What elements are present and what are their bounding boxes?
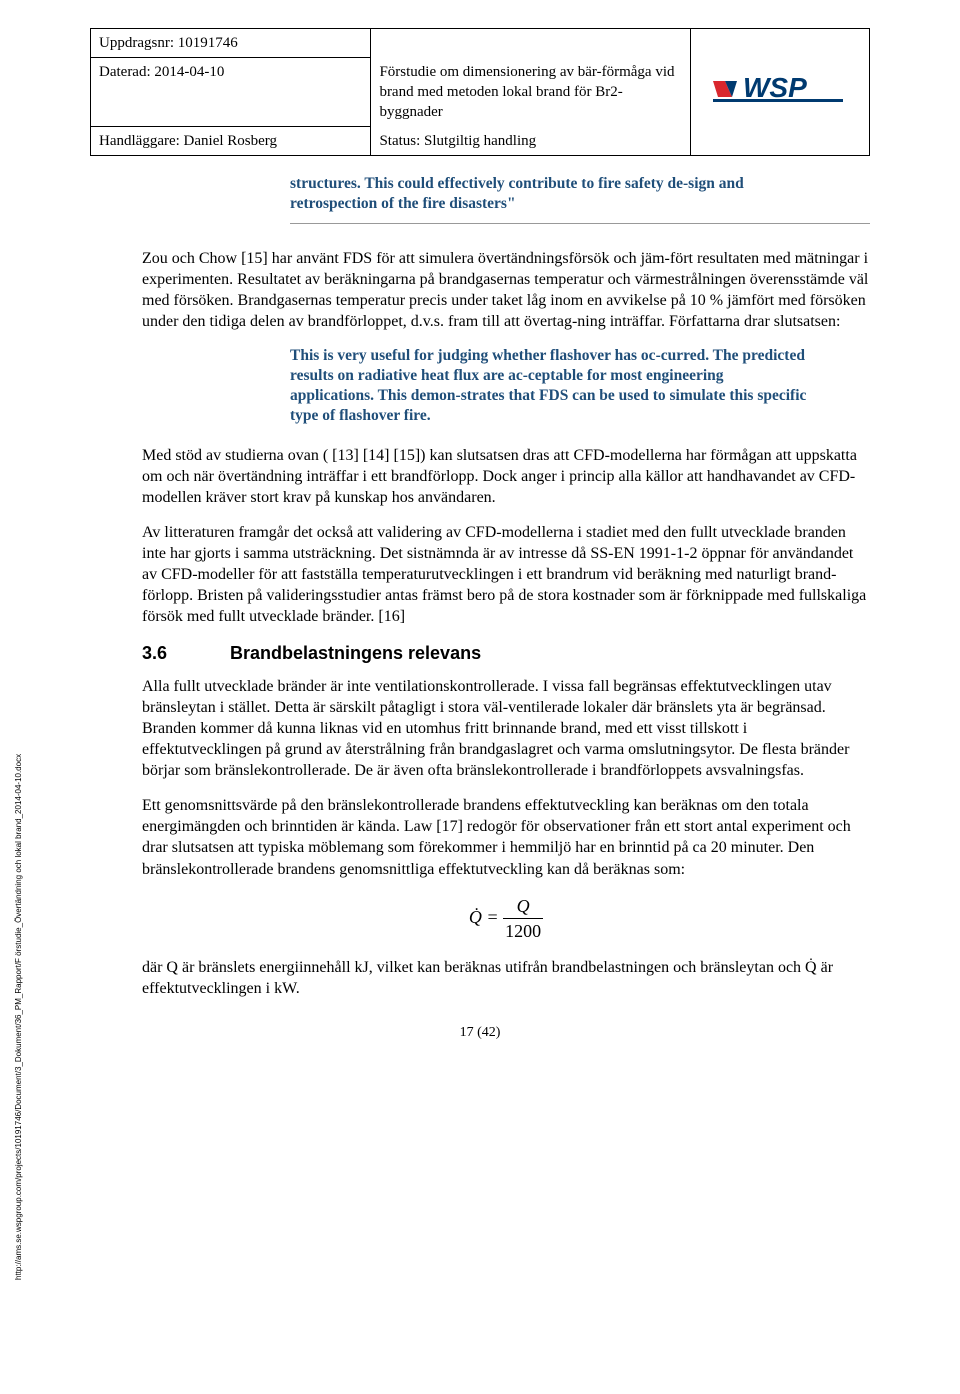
section-title: Brandbelastningens relevans	[230, 643, 481, 663]
divider-line-1	[290, 223, 870, 224]
svg-text:WSP: WSP	[743, 72, 807, 103]
header-status: Status: Slutgiltig handling	[371, 127, 690, 156]
header-logo-cell: WSP	[690, 29, 869, 156]
paragraph-3: Av litteraturen framgår det också att va…	[142, 522, 870, 628]
header-handler: Handläggare: Daniel Rosberg	[91, 127, 371, 156]
header-study-title: Förstudie om dimensionering av bär-förmå…	[371, 58, 690, 127]
paragraph-4: Alla fullt utvecklade bränder är inte ve…	[142, 676, 870, 782]
paragraph-5: Ett genomsnittsvärde på den bränslekontr…	[142, 795, 870, 879]
quote-flashover: This is very useful for judging whether …	[290, 346, 810, 427]
sidebar-file-path: http://ams.se.wspgroup.com/projects/1019…	[14, 754, 25, 1280]
header-dated: Daterad: 2014-04-10	[91, 58, 371, 127]
header-empty-1	[371, 29, 690, 58]
header-assignment-number: Uppdragsnr: 10191746	[91, 29, 371, 58]
formula-q-dot: Q̇ = Q 1200	[142, 894, 870, 944]
paragraph-6: där Q är bränslets energiinnehåll kJ, vi…	[142, 957, 870, 999]
paragraph-2: Med stöd av studierna ovan ( [13] [14] […	[142, 445, 870, 508]
page-number: 17 (42)	[90, 1024, 870, 1043]
document-header-table: Uppdragsnr: 10191746 WSP Daterad: 2014-0…	[90, 28, 870, 156]
paragraph-1: Zou och Chow [15] har använt FDS för att…	[142, 248, 870, 332]
section-heading-3-6: 3.6Brandbelastningens relevans	[142, 641, 870, 665]
quote-structures: structures. This could effectively contr…	[290, 174, 810, 214]
wsp-logo-icon: WSP	[710, 69, 850, 109]
section-number: 3.6	[142, 641, 230, 665]
